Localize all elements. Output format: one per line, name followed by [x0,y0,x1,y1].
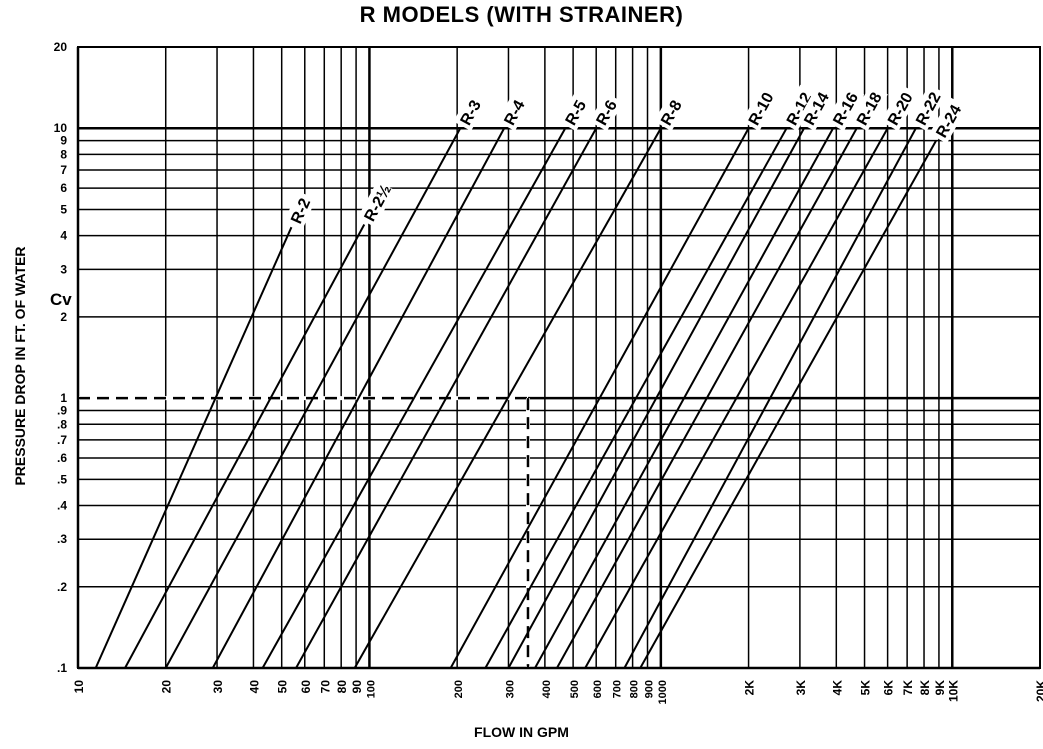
series-line [353,127,662,669]
x-tick-label: 600 [592,680,604,698]
x-tick-label: 2K [743,680,757,696]
series-label-bg [284,190,316,230]
tick-labels: 10 20 30 40 50 60 70 80 90 100 200 300 400 500 600 700 8… [54,40,1043,704]
series-label-bg [797,84,835,132]
reference-lines [78,396,530,668]
y-tick-label: 1 [60,391,67,405]
series-label: R-6 [589,92,623,132]
series-line [484,127,788,669]
series-label-bg [654,92,688,132]
y-tick-label: 10 [54,121,68,135]
y-tick-label: 9 [60,134,67,148]
x-tick-label: 80 [335,680,349,694]
series-label-bg [779,84,818,132]
x-tick-label: 7K [901,680,915,696]
x-tick-label: 3K [794,680,808,696]
x-tick-label: 70 [318,680,332,694]
y-tick-label: .5 [57,472,67,486]
series-line [261,127,567,669]
y-tick-label: 8 [60,147,67,161]
series-label-bg [741,84,780,132]
series-label: R-3 [453,92,487,132]
grid-lines [76,46,1041,670]
x-tick-label: 40 [247,680,261,694]
x-tick-label: 30 [211,680,225,694]
series-label-bg [558,92,593,132]
x-tick-label: 300 [504,680,516,698]
series-label-bg [880,84,919,132]
series-label-bg [589,92,623,132]
x-tick-label: 900 [644,680,656,698]
series-label-bg [929,97,968,144]
x-tick-label: 6K [882,680,896,696]
x-tick-label: 10K [946,680,960,702]
x-tick-label: 20K [1034,680,1043,702]
series-line [534,127,834,669]
series-label: R-10 [741,84,780,132]
x-tick-label: 1000 [657,680,669,704]
x-tick-label: 200 [453,680,465,698]
series-line [639,140,937,669]
y-tick-label: 20 [54,40,68,54]
x-tick-label: 800 [629,680,641,698]
y-tick-label: .2 [57,580,67,594]
y-tick-label: 4 [60,229,67,243]
y-tick-label: .3 [57,532,67,546]
series-label: R-20 [880,84,919,132]
series-lines [94,127,937,669]
series-line [623,127,917,669]
y-tick-label: .4 [57,499,67,513]
y-tick-label: .6 [57,451,67,465]
series-line [584,127,889,669]
y-tick-label: 3 [60,262,67,276]
x-tick-label: 5K [859,680,873,696]
series-line [164,127,462,669]
series-label: R-18 [849,84,888,132]
series-line [295,127,598,669]
x-tick-label: 100 [365,680,377,698]
x-tick-label: 60 [299,680,313,694]
x-tick-label: 700 [612,680,624,698]
series-label: R-5 [558,92,593,132]
x-tick-label: 4K [830,680,844,696]
x-tick-label: 90 [350,680,364,694]
x-tick-label: 500 [569,680,581,698]
series-label-bg [497,92,531,131]
y-tick-label: .8 [57,417,67,431]
y-tick-label: 6 [60,181,67,195]
y-tick-label: .1 [57,661,67,675]
x-tick-label: 50 [276,680,290,694]
x-tick-label: 400 [541,680,553,698]
series-line [449,127,750,669]
plot-frame [77,46,1041,669]
y-tick-label: 7 [60,163,67,177]
series-label: R-4 [497,92,531,131]
series-line [94,226,293,669]
y-tick-label: .9 [57,403,67,417]
y-tick-label: .7 [57,433,67,447]
x-tick-label: 8K [918,680,932,696]
y-tick-label: 5 [60,202,67,216]
x-tick-label: 9K [933,680,947,696]
series-label: R-8 [654,92,688,132]
series-line [556,127,858,669]
series-label-bg [849,84,888,132]
y-tick-label: 2 [60,310,67,324]
series-label-bg [357,180,395,228]
series-label-bg [453,92,487,132]
series-line [124,223,366,669]
x-axis-label: FLOW IN GPM [474,724,569,740]
series-line [507,127,805,669]
series-line [211,127,506,669]
x-tick-label: 10 [72,680,86,694]
series-label-bg [909,84,947,131]
x-tick-label: 20 [160,680,174,694]
chart-title: R MODELS (WITH STRAINER) [359,2,684,27]
series-label-bg [826,84,865,132]
cv-label: Cv [50,290,72,309]
